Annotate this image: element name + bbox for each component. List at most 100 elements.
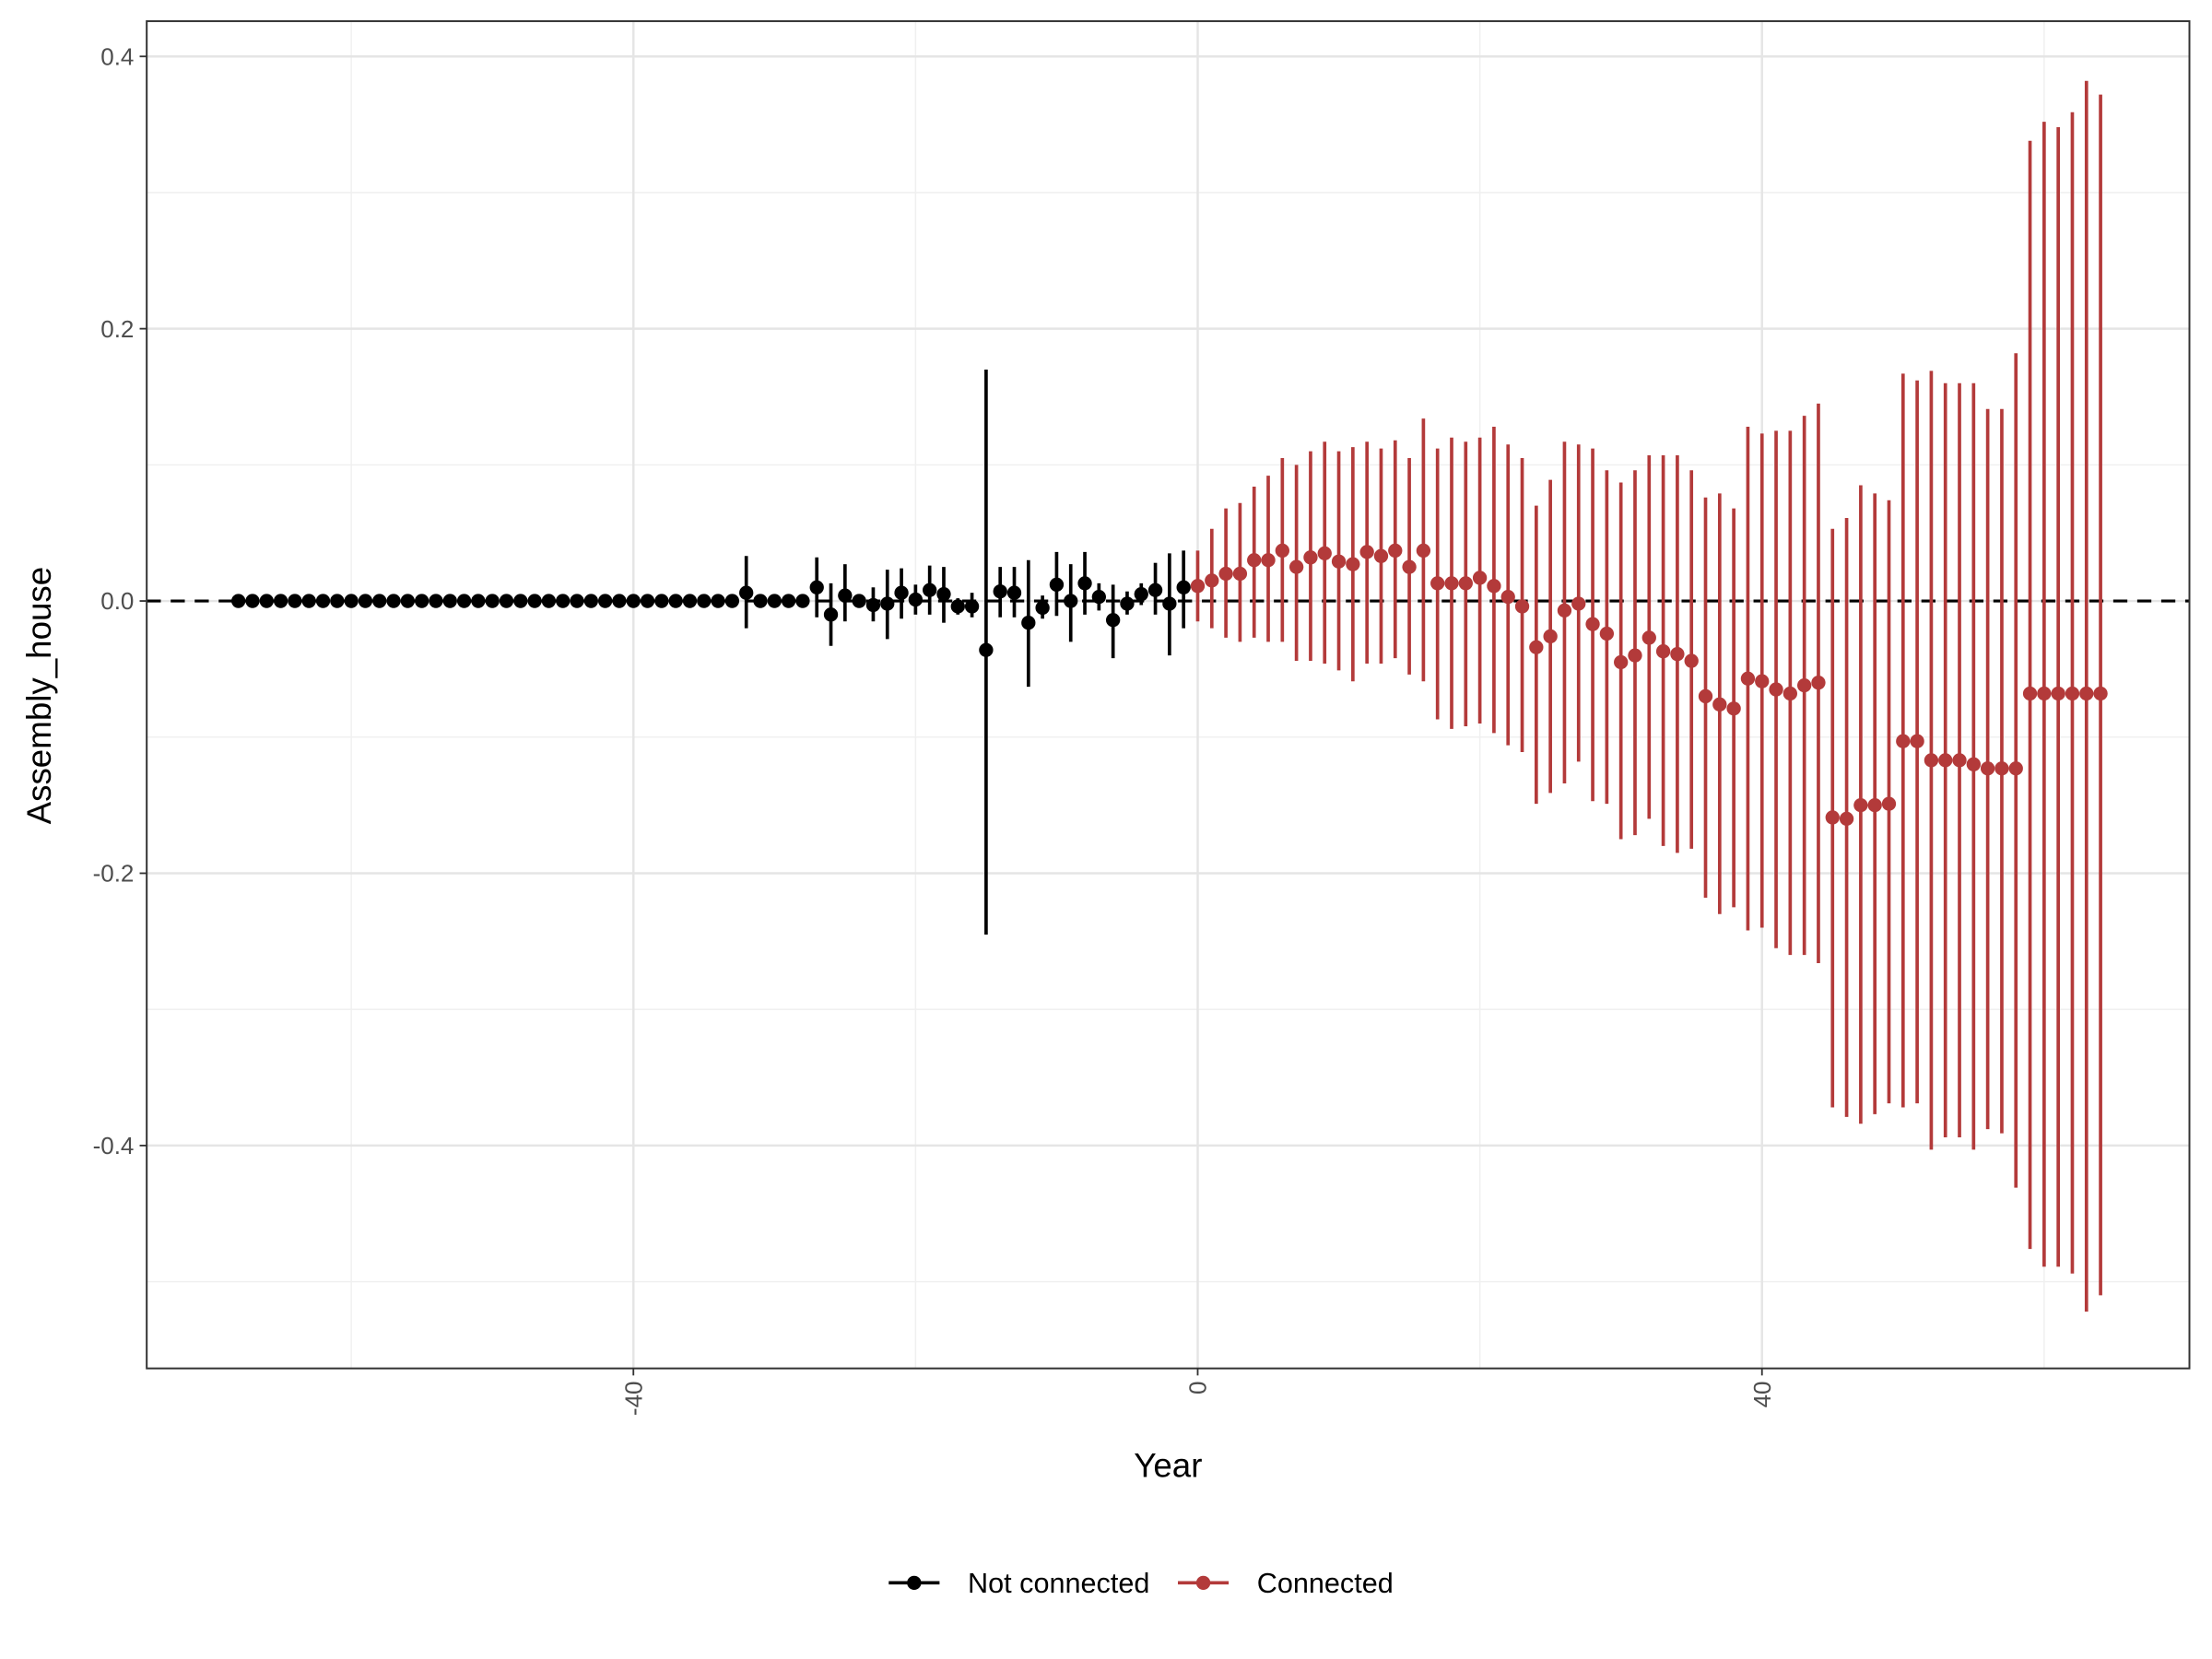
point xyxy=(795,594,810,608)
point xyxy=(330,594,345,608)
point xyxy=(442,594,457,608)
point xyxy=(1952,753,1967,768)
point xyxy=(2022,686,2038,701)
point xyxy=(1147,582,1163,597)
point xyxy=(711,594,725,608)
point xyxy=(1416,543,1431,559)
point xyxy=(471,594,486,608)
point xyxy=(838,588,853,603)
y-tick-label: 0.0 xyxy=(100,587,134,615)
point xyxy=(1261,553,1276,568)
point xyxy=(1755,674,1770,688)
point xyxy=(273,594,288,608)
point xyxy=(1599,626,1615,641)
point xyxy=(753,594,768,608)
point xyxy=(1614,654,1629,670)
point xyxy=(908,592,924,607)
point xyxy=(1317,546,1332,561)
point xyxy=(1346,557,1360,571)
legend-key-point xyxy=(907,1575,922,1590)
legend-label: Not connected xyxy=(968,1568,1149,1599)
legend: Not connected Connected xyxy=(888,1568,1394,1599)
point xyxy=(2093,686,2108,701)
y-tick-label: -0.2 xyxy=(93,860,135,888)
point xyxy=(1275,543,1289,559)
point xyxy=(1190,579,1206,594)
point xyxy=(1120,596,1135,611)
point xyxy=(1628,648,1642,663)
point xyxy=(315,594,331,608)
point xyxy=(415,594,429,608)
point xyxy=(1825,810,1840,825)
point xyxy=(1853,797,1868,813)
point xyxy=(1938,753,1953,768)
point xyxy=(2065,686,2080,701)
point xyxy=(852,594,866,608)
point xyxy=(1176,580,1191,594)
point xyxy=(739,585,754,600)
point xyxy=(1684,653,1699,668)
point xyxy=(358,594,373,608)
point xyxy=(344,594,359,608)
point xyxy=(979,642,994,657)
point xyxy=(1247,553,1262,568)
plot-border xyxy=(146,19,2191,1370)
x-tick-label: 0 xyxy=(1184,1381,1212,1394)
x-axis-title: Year xyxy=(1134,1447,1202,1485)
point xyxy=(767,594,782,608)
point xyxy=(1205,573,1219,588)
point xyxy=(556,594,571,608)
point xyxy=(724,594,740,608)
legend-key-point xyxy=(1195,1575,1211,1590)
point xyxy=(781,594,796,608)
point xyxy=(1839,811,1854,827)
point xyxy=(668,594,683,608)
point xyxy=(429,594,443,608)
y-tick-label: 0.2 xyxy=(100,315,134,343)
point xyxy=(823,607,839,622)
point xyxy=(1670,647,1685,662)
point xyxy=(1994,761,2009,776)
plot-background xyxy=(147,20,2190,1369)
point xyxy=(2037,686,2052,701)
point xyxy=(654,594,669,608)
point xyxy=(865,597,881,613)
point xyxy=(1091,589,1106,605)
point xyxy=(1966,757,1981,771)
point xyxy=(993,584,1007,599)
point xyxy=(1006,585,1022,600)
point xyxy=(1726,701,1741,716)
point xyxy=(1359,545,1374,559)
point xyxy=(1811,676,1826,690)
point xyxy=(1288,559,1304,574)
point xyxy=(1712,697,1727,712)
point xyxy=(1106,613,1121,628)
y-tick-label: 0.4 xyxy=(100,42,134,70)
x-tick-label: -40 xyxy=(619,1381,647,1416)
point xyxy=(2008,761,2023,776)
point xyxy=(1487,579,1501,594)
point xyxy=(499,594,514,608)
point xyxy=(1514,599,1530,614)
point xyxy=(1430,576,1445,591)
x-tick-label: 40 xyxy=(1748,1381,1776,1407)
point xyxy=(880,596,895,611)
point xyxy=(936,587,951,602)
point xyxy=(697,594,712,608)
point xyxy=(301,594,316,608)
point xyxy=(809,580,824,594)
point xyxy=(1458,576,1473,591)
point xyxy=(1035,600,1050,616)
point xyxy=(1867,797,1882,813)
point xyxy=(1655,644,1671,659)
point xyxy=(1388,543,1403,559)
point xyxy=(1740,671,1756,686)
point xyxy=(541,594,557,608)
point xyxy=(682,594,698,608)
point xyxy=(1064,594,1078,608)
point xyxy=(626,594,641,608)
point xyxy=(612,594,627,608)
point xyxy=(1698,688,1713,704)
point xyxy=(386,594,401,608)
